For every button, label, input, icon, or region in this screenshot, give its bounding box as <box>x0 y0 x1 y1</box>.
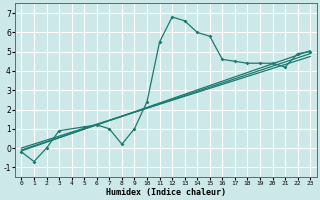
X-axis label: Humidex (Indice chaleur): Humidex (Indice chaleur) <box>106 188 226 197</box>
